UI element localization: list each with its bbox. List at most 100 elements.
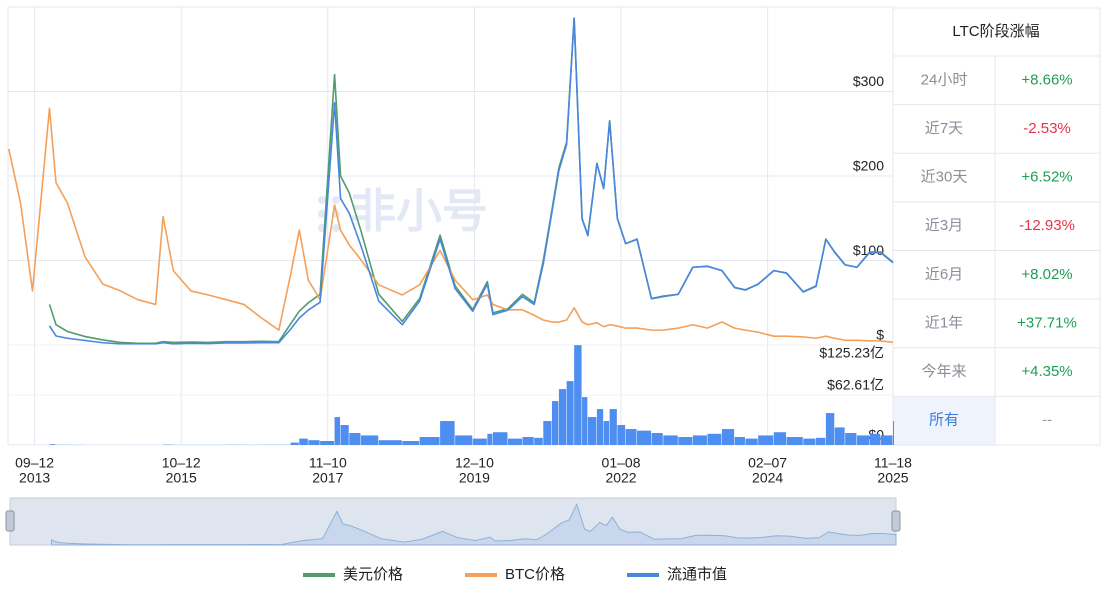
period-label[interactable]: 近7天 [925, 120, 963, 137]
volume-bar [299, 438, 308, 445]
period-label[interactable]: 24小时 [921, 71, 968, 88]
period-label[interactable]: 今年来 [921, 363, 966, 380]
x-tick-label: 2019 [459, 470, 490, 486]
volume-bar [734, 437, 745, 445]
volume-bar [582, 397, 588, 445]
volume-bar [534, 437, 543, 445]
stats-table: LTC阶段涨幅 24小时 +8.66% 近7天 -2.53% 近30天 +6.52% 近3月… [892, 7, 1101, 446]
volume-bar [625, 429, 637, 445]
volume-bar [487, 433, 493, 445]
volume-bar [651, 433, 663, 445]
table-title: LTC阶段涨幅 [952, 23, 1039, 40]
volume-bar [816, 437, 826, 445]
volume-bar [692, 435, 707, 445]
x-tick-label: 11–18 [874, 455, 912, 471]
volume-bar [507, 438, 522, 445]
x-tick-label: 01–08 [602, 455, 641, 471]
volume-bar [472, 438, 487, 445]
x-tick-label: 02–07 [748, 455, 787, 471]
volume-bar [721, 429, 735, 445]
navigator-handle[interactable] [5, 510, 15, 532]
volume-bar [786, 437, 803, 445]
legend-label: 流通市值 [667, 566, 727, 583]
volume-bar [834, 427, 845, 445]
volume-bar [603, 421, 610, 445]
x-tick-label: 11–10 [309, 455, 347, 471]
volume-bar [707, 433, 722, 445]
volume-bar [880, 435, 893, 445]
volume-bar [360, 435, 379, 445]
volume-bar [566, 381, 574, 445]
period-label[interactable]: 所有 [929, 412, 959, 429]
x-tick-label: 12–10 [455, 455, 494, 471]
change-value: -12.93% [1019, 217, 1075, 234]
series-line [48, 17, 894, 345]
volume-bar [290, 442, 299, 445]
legend-item[interactable]: 流通市值 [627, 566, 727, 583]
legend-label: BTC价格 [505, 566, 565, 583]
volume-bar [49, 444, 56, 445]
x-tick-label: 2017 [312, 470, 343, 486]
volume-bar [320, 441, 335, 445]
change-value: +6.52% [1021, 169, 1072, 186]
period-label[interactable]: 近6月 [925, 266, 963, 283]
y-tick-label: $ [876, 327, 884, 343]
volume-bar [637, 430, 651, 445]
watermark: 非小号 [350, 185, 488, 237]
volume-bar [609, 409, 617, 445]
period-label[interactable]: 近1年 [925, 314, 963, 331]
x-tick-label: 10–12 [162, 455, 201, 471]
change-value: +8.66% [1021, 71, 1072, 88]
y-tick-label: $62.61亿 [827, 377, 884, 393]
volume-bar [492, 432, 508, 445]
series-line [48, 17, 894, 345]
x-tick-label: 09–12 [15, 455, 54, 471]
change-value: +4.35% [1021, 363, 1072, 380]
volume-bar [803, 438, 816, 445]
volume-bar [825, 413, 835, 445]
volume-bar [893, 421, 894, 445]
volume-bar [455, 435, 473, 445]
volume-bar [440, 421, 455, 445]
volume-bar [543, 421, 552, 445]
period-label[interactable]: 近3月 [925, 217, 963, 234]
x-tick-label: 2015 [166, 470, 197, 486]
volume-bar [856, 435, 870, 445]
volume-bar [663, 435, 678, 445]
navigator-handle[interactable] [891, 510, 901, 532]
volume-bar [522, 437, 534, 445]
legend-item[interactable]: BTC价格 [464, 566, 565, 583]
table-frame [892, 7, 1101, 446]
volume-bar [845, 433, 857, 445]
x-tick-label: 2013 [19, 470, 50, 486]
volume-bar [349, 433, 361, 445]
volume-bar [340, 425, 349, 445]
volume-bar [558, 389, 567, 445]
legend: 美元价格 BTC价格 流通市值 [302, 566, 727, 583]
volume-bar [678, 437, 693, 445]
volume-bar [587, 417, 597, 445]
volume-bar [334, 417, 341, 445]
period-label[interactable]: 近30天 [921, 169, 968, 186]
legend-item[interactable]: 美元价格 [302, 566, 403, 583]
change-value: +8.02% [1021, 266, 1072, 283]
y-tick-label: $125.23亿 [819, 345, 884, 361]
volume-bar [773, 432, 787, 445]
x-tick-label: 2024 [752, 470, 783, 486]
legend-label: 美元价格 [343, 566, 403, 583]
volume-bar [596, 409, 604, 445]
change-value: -2.53% [1023, 120, 1071, 137]
volume-bar [308, 440, 320, 445]
volume-bar [551, 401, 559, 445]
volume-bar [745, 438, 758, 445]
x-tick-label: 2022 [605, 470, 636, 486]
volume-bar [758, 435, 774, 445]
volume-bar [419, 437, 440, 445]
volume-bar [574, 345, 582, 445]
row-highlight [893, 396, 996, 445]
change-value: -- [1042, 412, 1052, 429]
x-tick-label: 2025 [877, 470, 908, 486]
volume-bar [378, 440, 402, 445]
